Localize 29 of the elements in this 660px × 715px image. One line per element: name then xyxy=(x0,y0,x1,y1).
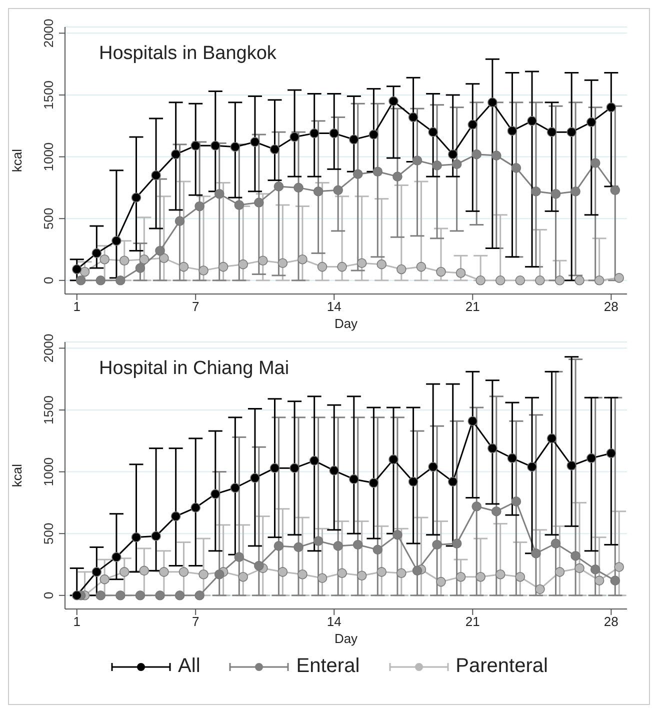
x-axis-title: Day xyxy=(334,316,358,331)
y-tick-label: 0 xyxy=(41,276,56,284)
x-tick-label: 7 xyxy=(192,299,200,314)
x-tick-label: 21 xyxy=(465,299,480,314)
x-tick-label: 14 xyxy=(326,299,342,314)
x-tick-label: 14 xyxy=(326,614,342,630)
x-tick-label: 1 xyxy=(73,299,80,314)
y-tick-label: 1500 xyxy=(41,80,56,110)
y-tick-label: 500 xyxy=(41,522,56,544)
legend-label: Parenteral xyxy=(456,655,548,678)
x-tick-label: 28 xyxy=(604,299,618,314)
y-tick-label: 1500 xyxy=(41,396,56,424)
legend-label: All xyxy=(178,655,200,678)
legend-label: Enteral xyxy=(296,655,360,678)
y-axis-title: kcal xyxy=(10,148,25,172)
x-tick-label: 7 xyxy=(192,614,200,630)
y-tick-label: 2000 xyxy=(41,18,56,48)
text: Hospital in Chiang Mai xyxy=(99,358,290,380)
y-tick-label: 0 xyxy=(41,592,56,600)
x-tick-label: 1 xyxy=(73,614,80,630)
x-tick-label: 21 xyxy=(465,614,480,630)
y-axis-title: kcal xyxy=(10,464,25,488)
y-tick-label: 1000 xyxy=(41,457,56,486)
x-tick-label: 28 xyxy=(604,614,618,630)
text: Hospitals in Bangkok xyxy=(99,43,276,65)
y-tick-label: 1000 xyxy=(41,142,56,172)
x-axis-title: Day xyxy=(334,631,358,646)
y-tick-label: 500 xyxy=(41,208,56,230)
y-tick-label: 2000 xyxy=(41,334,56,363)
